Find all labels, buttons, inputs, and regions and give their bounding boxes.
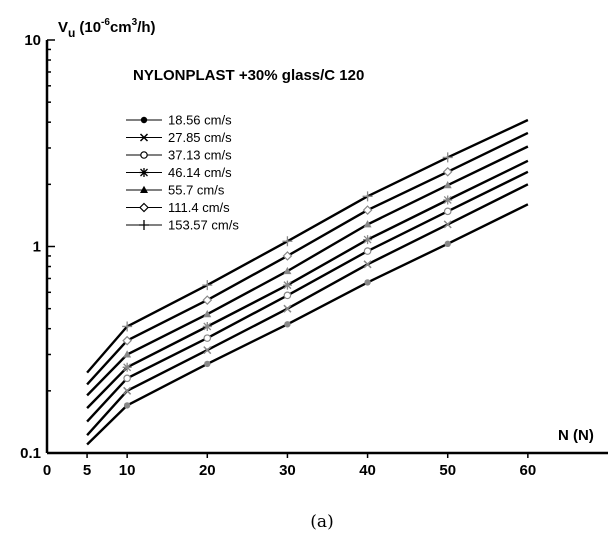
legend-label: 18.56 cm/s xyxy=(168,113,232,128)
data-point xyxy=(122,321,133,332)
data-point xyxy=(363,220,372,228)
x-tick-label: 50 xyxy=(439,462,456,479)
data-point xyxy=(204,360,211,368)
legend-item: 153.57 cm/s xyxy=(126,218,239,233)
x-tick-label: 20 xyxy=(199,462,216,479)
series-lines xyxy=(86,118,529,446)
y-tick-label: 0.1 xyxy=(20,445,41,462)
series-line-7 xyxy=(86,118,529,374)
data-point xyxy=(442,166,453,177)
legend-item: 55.7 cm/s xyxy=(126,183,225,198)
legend-label: 111.4 cm/s xyxy=(168,200,230,215)
legend-label: 153.57 cm/s xyxy=(168,218,239,233)
data-point xyxy=(283,266,292,275)
data-point xyxy=(203,334,212,342)
data-point xyxy=(282,236,293,247)
data-point xyxy=(123,374,131,383)
x-axis-title: N (N) xyxy=(558,427,594,444)
x-tick-label: 40 xyxy=(359,462,376,479)
series-line-2 xyxy=(86,183,529,437)
data-point xyxy=(123,386,132,395)
series-markers xyxy=(122,152,453,409)
legend-item: 27.85 cm/s xyxy=(126,130,232,145)
data-point xyxy=(362,205,373,215)
axes xyxy=(45,40,608,455)
series-line-1 xyxy=(86,203,529,446)
data-point xyxy=(284,321,291,328)
legend-swatch-marker xyxy=(139,220,149,230)
data-point xyxy=(202,295,213,305)
x-tick-label: 30 xyxy=(279,462,296,479)
tick-labels: 0.1 1 10 0 5 10 20 30 40 50 60 xyxy=(20,32,536,479)
data-point xyxy=(363,247,372,255)
data-point xyxy=(444,240,451,248)
data-point xyxy=(283,304,292,313)
data-point xyxy=(442,152,453,163)
data-point xyxy=(443,181,452,189)
data-point xyxy=(443,220,452,229)
legend-label: 46.14 cm/s xyxy=(168,165,232,180)
legend: 18.56 cm/s 27.85 cm/s 37.13 cm/s 46.14 cm/s… xyxy=(126,113,239,233)
tick-marks xyxy=(47,39,529,458)
legend-swatch-marker xyxy=(140,185,148,193)
legend-swatch-marker xyxy=(140,151,148,159)
data-point xyxy=(203,310,212,318)
x-tick-label: 10 xyxy=(119,462,136,479)
x-tick-label: 5 xyxy=(83,462,91,479)
legend-label: 27.85 cm/s xyxy=(168,130,232,145)
data-point xyxy=(203,346,212,355)
data-point xyxy=(202,321,212,331)
chart-title: NYLONPLAST +30% glass/C 120 xyxy=(133,67,364,84)
y-axis-title: Vu (10-6cm3/h) xyxy=(58,17,156,40)
x-tick-label: 60 xyxy=(520,462,537,479)
legend-item: 111.4 cm/s xyxy=(126,200,230,215)
data-point xyxy=(282,251,293,261)
x-tick-label: 0 xyxy=(43,462,51,479)
data-point xyxy=(362,191,373,202)
data-point xyxy=(364,279,371,286)
y-tick-label: 10 xyxy=(24,32,41,49)
legend-swatch-marker xyxy=(139,168,149,177)
legend-item: 37.13 cm/s xyxy=(126,148,232,163)
legend-label: 55.7 cm/s xyxy=(168,183,225,198)
legend-swatch-marker xyxy=(140,116,148,124)
data-point xyxy=(123,402,131,409)
legend-item: 18.56 cm/s xyxy=(126,113,232,128)
y-tick-label: 1 xyxy=(33,239,41,256)
data-point xyxy=(363,260,372,269)
legend-swatch-marker xyxy=(139,202,149,213)
data-point xyxy=(443,195,453,205)
legend-swatch-marker xyxy=(139,133,149,142)
data-point xyxy=(282,280,292,290)
data-point xyxy=(363,235,373,245)
data-point xyxy=(123,350,132,358)
data-point xyxy=(122,335,132,346)
data-point xyxy=(122,362,132,372)
legend-item: 46.14 cm/s xyxy=(126,165,232,180)
data-point xyxy=(283,291,292,300)
data-point xyxy=(202,280,213,291)
legend-label: 37.13 cm/s xyxy=(168,148,232,163)
series-line-5 xyxy=(86,145,529,397)
figure-caption: (a) xyxy=(310,512,333,532)
data-point xyxy=(443,207,452,216)
